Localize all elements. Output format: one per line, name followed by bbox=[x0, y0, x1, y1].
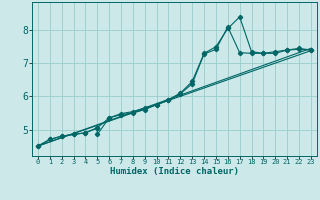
X-axis label: Humidex (Indice chaleur): Humidex (Indice chaleur) bbox=[110, 167, 239, 176]
